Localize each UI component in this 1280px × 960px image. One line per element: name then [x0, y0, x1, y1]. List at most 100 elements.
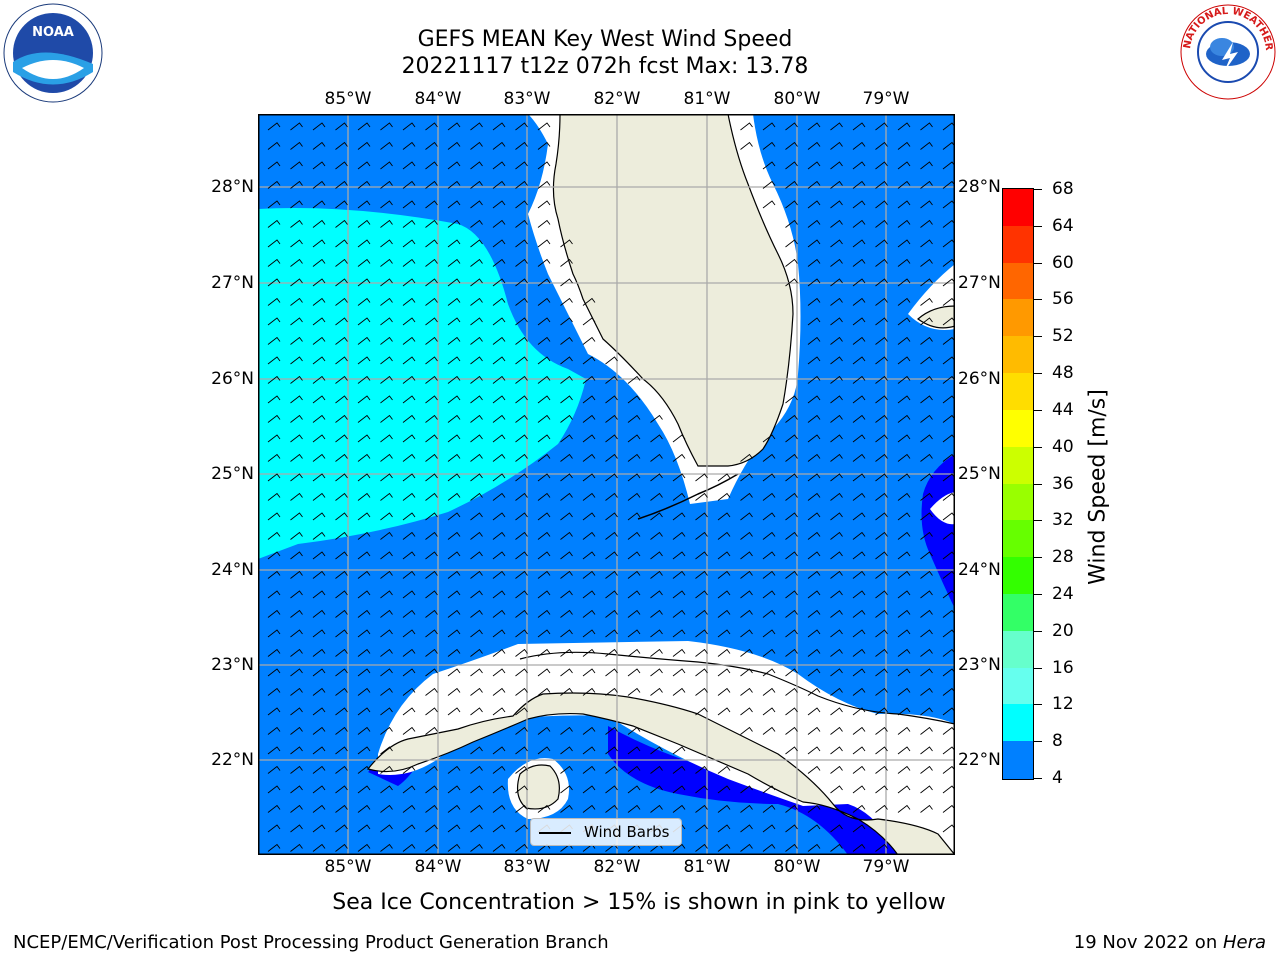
wind-barb	[402, 258, 416, 267]
wind-barb	[380, 336, 393, 345]
wind-barb	[402, 765, 416, 774]
wind-barb	[425, 609, 438, 618]
wind-barb	[290, 492, 303, 501]
wind-barb	[807, 219, 821, 228]
wind-barb	[920, 434, 933, 443]
wind-barb	[605, 590, 618, 599]
wind-barb	[515, 434, 528, 443]
wind-barb	[267, 551, 281, 560]
wind-barb	[920, 356, 933, 365]
wind-barb	[807, 512, 821, 521]
wind-barb	[335, 356, 348, 365]
wind-barb	[357, 824, 371, 833]
wind-barb	[897, 141, 911, 150]
colorbar-tick-label: 20	[1052, 620, 1074, 641]
wind-barb	[447, 785, 461, 794]
wind-barb	[560, 746, 573, 755]
wind-barb	[267, 843, 281, 852]
wind-barb	[875, 551, 888, 560]
wind-barb	[920, 473, 933, 482]
wind-barb	[312, 512, 326, 521]
wind-barb	[290, 512, 303, 521]
wind-barb	[402, 317, 416, 326]
wind-barb	[290, 239, 303, 248]
colorbar-band	[1003, 336, 1033, 374]
wind-barb	[650, 609, 663, 618]
wind-barb	[560, 258, 573, 267]
wind-barb	[875, 804, 888, 813]
wind-barb	[560, 609, 573, 618]
wind-barb	[852, 219, 866, 228]
wind-barb	[380, 824, 393, 833]
footer-credit: NCEP/EMC/Verification Post Processing Pr…	[13, 932, 609, 953]
wind-barb	[830, 726, 843, 735]
wind-barb	[470, 590, 483, 599]
wind-barb	[897, 707, 911, 716]
wind-barb	[290, 453, 303, 462]
wind-barb	[492, 707, 506, 716]
wind-barb	[335, 239, 348, 248]
wind-barb	[605, 453, 618, 462]
wind-barb	[740, 122, 753, 131]
lat-label-right: 28°N	[958, 177, 1001, 197]
wind-barb	[852, 434, 866, 443]
wind-barb	[875, 746, 888, 755]
wind-barb	[830, 375, 843, 384]
wind-barb	[807, 122, 821, 131]
wind-barb	[380, 590, 393, 599]
wind-barb	[425, 453, 438, 462]
wind-barb	[267, 648, 281, 657]
wind-barb	[290, 785, 303, 794]
wind-barb	[762, 434, 776, 443]
wind-barb	[357, 785, 371, 794]
wind-barb	[402, 843, 416, 852]
wind-barb	[605, 726, 618, 735]
wind-barb	[605, 687, 618, 696]
lon-label-bottom: 80°W	[773, 857, 821, 877]
wind-barb	[290, 414, 303, 423]
wind-barb	[875, 414, 888, 423]
wind-barb	[650, 453, 663, 462]
wind-barb	[897, 609, 911, 618]
wind-barb	[447, 434, 461, 443]
wind-barb	[650, 570, 663, 579]
wind-barb	[650, 648, 663, 657]
wind-barb	[447, 668, 461, 677]
wind-barb	[267, 687, 281, 696]
wind-barb	[492, 609, 506, 618]
wind-barb	[830, 356, 843, 365]
wind-barb	[627, 395, 641, 404]
wind-barb	[492, 141, 506, 150]
wind-barb	[627, 512, 641, 521]
wind-barb	[312, 122, 326, 131]
wind-barb	[492, 375, 506, 384]
wind-barb	[785, 551, 798, 560]
wind-barb	[402, 668, 416, 677]
wind-barb	[447, 200, 461, 209]
wind-barb	[582, 512, 596, 521]
wind-barb	[357, 726, 371, 735]
wind-barb	[402, 785, 416, 794]
footer-date-text: 19 Nov 2022 on	[1073, 932, 1223, 953]
wind-barb	[807, 824, 821, 833]
wind-barb	[672, 551, 686, 560]
wind-barb	[492, 570, 506, 579]
wind-barb	[897, 414, 911, 423]
wind-barb	[447, 707, 461, 716]
footer-host: Hera	[1222, 932, 1266, 953]
wind-barb	[875, 609, 888, 618]
wind-barb	[695, 492, 708, 501]
wind-barb	[470, 414, 483, 423]
wind-barb	[807, 531, 821, 540]
wind-barb	[515, 531, 528, 540]
wind-barb	[785, 453, 798, 462]
wind-barb	[852, 297, 866, 306]
wind-barb	[650, 629, 663, 638]
wind-barb	[380, 726, 393, 735]
wind-barb	[357, 531, 371, 540]
wind-barb	[537, 668, 551, 677]
wind-barb	[425, 570, 438, 579]
wind-barb	[515, 804, 528, 813]
wind-barb	[447, 356, 461, 365]
wind-band-12-16	[258, 208, 586, 559]
